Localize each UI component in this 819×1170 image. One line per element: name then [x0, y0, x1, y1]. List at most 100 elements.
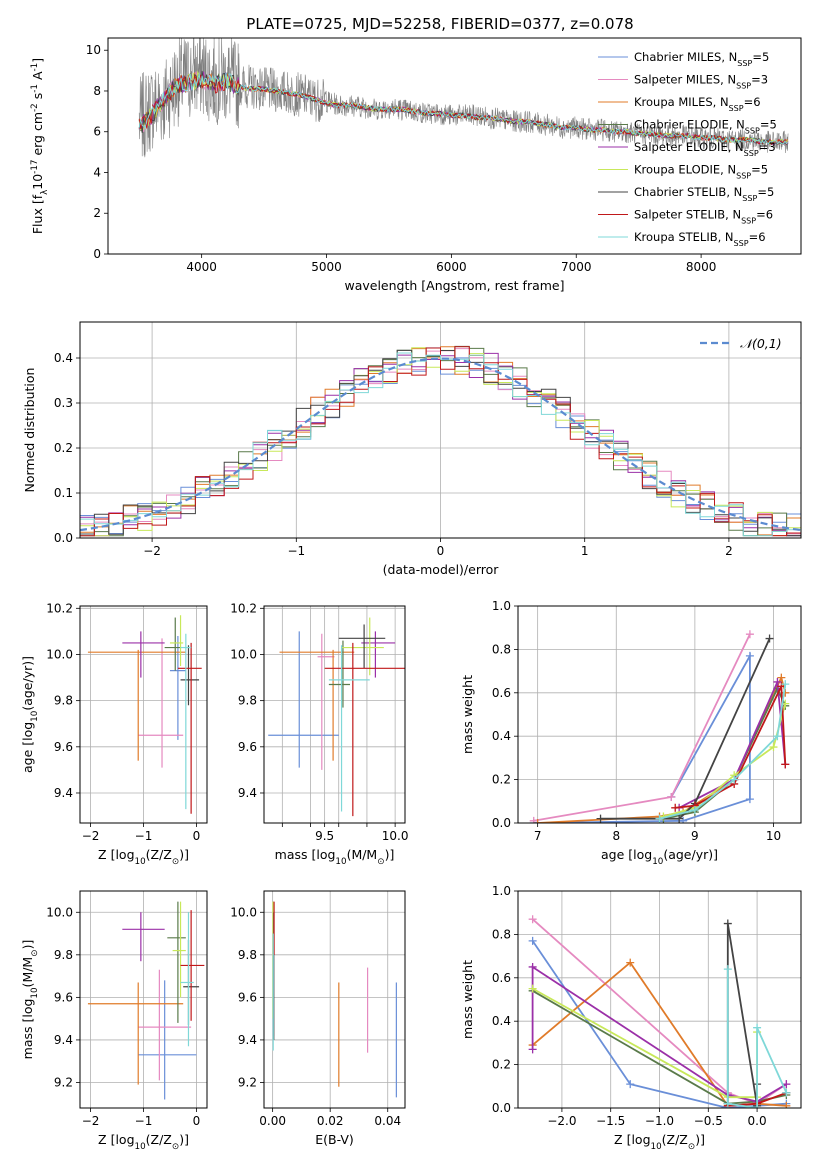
y-axis-label: Normed distribution — [22, 368, 37, 493]
weight-marker — [690, 805, 699, 814]
y-tick-label: 10.0 — [46, 905, 73, 919]
x-tick-label: −1.5 — [596, 1114, 625, 1128]
axes-frame — [517, 890, 802, 1109]
y-tick-label: 4 — [93, 165, 101, 179]
x-axis-label: Z [log10(Z/Z⊙)] — [98, 1132, 189, 1152]
y-tick-label: 10 — [86, 43, 101, 57]
weight-marker — [777, 673, 786, 682]
x-axis-label: wavelength [Angstrom, rest frame] — [344, 278, 564, 293]
axes-spectrum: 4000 5000 6000 7000 8000 0 2 4 6 8 10 wavelength [A… — [30, 37, 802, 293]
weight-marker — [723, 965, 732, 974]
axes-mass-vs-EBV: 0.00 0.02 0.04 9.2 9.4 9.6 9.8 10.0 E(B-V) — [230, 890, 406, 1147]
y-tick-label: 9.4 — [54, 786, 73, 800]
x-tick-label: 0.00 — [259, 1114, 286, 1128]
plot-area — [80, 345, 801, 537]
y-tick-label: 0.4 — [54, 351, 73, 365]
y-tick-label: 9.8 — [238, 948, 257, 962]
x-tick-label: −2.0 — [547, 1114, 576, 1128]
weight-marker — [667, 792, 676, 801]
weight-line-0 — [533, 652, 751, 823]
figure-title: PLATE=0725, MJD=52258, FIBERID=0377, z=0… — [246, 15, 633, 33]
axes-mass-weight-vs-Z: −2.0 −1.5 −1.0 −0.5 0.0 0.0 0.2 0.4 0.6 0.8 1.0 Z [… — [460, 884, 802, 1152]
x-tick-label: −1 — [135, 1114, 153, 1128]
y-tick-label: 9.8 — [54, 948, 73, 962]
x-tick-label: 2 — [725, 544, 733, 558]
x-tick-label: 4000 — [186, 260, 217, 274]
x-tick-label: 9.5 — [315, 829, 334, 843]
x-tick-label: −1 — [135, 829, 153, 843]
x-tick-label: 0.0 — [748, 1114, 767, 1128]
x-tick-label: −1.0 — [645, 1114, 674, 1128]
weight-marker — [782, 1101, 791, 1108]
weight-marker — [765, 634, 774, 643]
y-tick-label: 9.6 — [238, 990, 257, 1004]
axes-frame — [517, 605, 802, 824]
y-tick-label: 0.1 — [54, 486, 73, 500]
x-tick-label: −2 — [143, 544, 161, 558]
plot-area — [138, 38, 789, 158]
legend-label: Chabrier ELODIE, NSSP=5 — [634, 118, 777, 136]
y-tick-label: 0.6 — [492, 686, 511, 700]
y-tick-label: 9.8 — [238, 694, 257, 708]
x-tick-label: 8 — [612, 829, 620, 843]
y-tick-label: 0.4 — [492, 729, 511, 743]
y-tick-label: 1.0 — [492, 884, 511, 898]
y-tick-label: 0.0 — [54, 531, 73, 545]
x-tick-label: 0 — [193, 1114, 201, 1128]
legend-label: Salpeter MILES, NSSP=3 — [634, 73, 768, 91]
legend-label: Kroupa ELODIE, NSSP=5 — [634, 163, 768, 181]
y-tick-label: 0.2 — [492, 773, 511, 787]
y-tick-label: 10.0 — [46, 647, 73, 661]
weight-marker — [533, 819, 542, 823]
axes-age-vs-Z: −2 −1 0 9.4 9.6 9.8 10.0 10.2 Z [log10(Z/Z⊙)] age… — [20, 601, 208, 867]
axes-frame — [263, 605, 406, 824]
axes-mass-weight-vs-age: 7 8 9 10 0.0 0.2 0.4 0.6 0.8 1.0 age [log10(age/yr… — [460, 599, 802, 867]
y-tick-label: 10.2 — [46, 601, 73, 615]
y-tick-label: 0.8 — [492, 927, 511, 941]
x-axis-label: age [log10(age/yr)] — [601, 847, 718, 867]
x-axis-label: mass [log10(M/M⊙)] — [275, 847, 395, 867]
plot-area — [87, 901, 205, 1100]
y-axis-label: mass [log10(M/M⊙)] — [20, 940, 40, 1060]
x-axis-label: Z [log10(Z/Z⊙)] — [614, 1132, 705, 1152]
plot-area — [87, 615, 202, 814]
y-tick-label: 0.0 — [492, 816, 511, 830]
y-tick-label: 9.4 — [238, 786, 257, 800]
weight-marker — [528, 936, 537, 945]
weight-marker — [753, 1104, 762, 1108]
x-tick-label: 7000 — [561, 260, 592, 274]
y-tick-label: 0.2 — [492, 1058, 511, 1072]
y-tick-label: 0.6 — [492, 971, 511, 985]
weight-marker — [675, 814, 684, 823]
y-tick-label: 6 — [93, 125, 101, 139]
axes-frame — [107, 37, 802, 255]
weight-marker — [528, 984, 537, 993]
legend: Chabrier MILES, NSSP=5 Salpeter MILES, NS… — [598, 50, 777, 248]
weight-line-8 — [726, 969, 788, 1108]
x-axis-label: E(B-V) — [315, 1132, 354, 1147]
legend-label: Salpeter STELIB, NSSP=6 — [634, 208, 773, 226]
y-tick-label: 2 — [93, 206, 101, 220]
weight-line-5 — [663, 703, 787, 818]
weight-marker — [626, 958, 635, 967]
x-tick-label: 10 — [766, 829, 781, 843]
weight-marker — [723, 919, 732, 928]
x-axis-label: (data-model)/error — [383, 562, 500, 577]
weight-marker — [781, 680, 790, 689]
y-tick-label: 10.0 — [230, 647, 257, 661]
weight-line-6 — [726, 923, 758, 1106]
x-tick-label: 0 — [437, 544, 445, 558]
x-tick-label: 0 — [193, 829, 201, 843]
y-tick-label: 9.6 — [54, 740, 73, 754]
y-tick-label: 9.4 — [238, 1033, 257, 1047]
axes-frame — [79, 605, 208, 824]
axes-frame — [263, 890, 406, 1109]
y-tick-label: 0 — [93, 247, 101, 261]
y-tick-label: 0.0 — [492, 1101, 511, 1115]
weight-marker — [782, 1080, 791, 1089]
y-tick-label: 9.6 — [238, 740, 257, 754]
weight-marker — [529, 816, 538, 823]
y-tick-label: 0.2 — [54, 441, 73, 455]
